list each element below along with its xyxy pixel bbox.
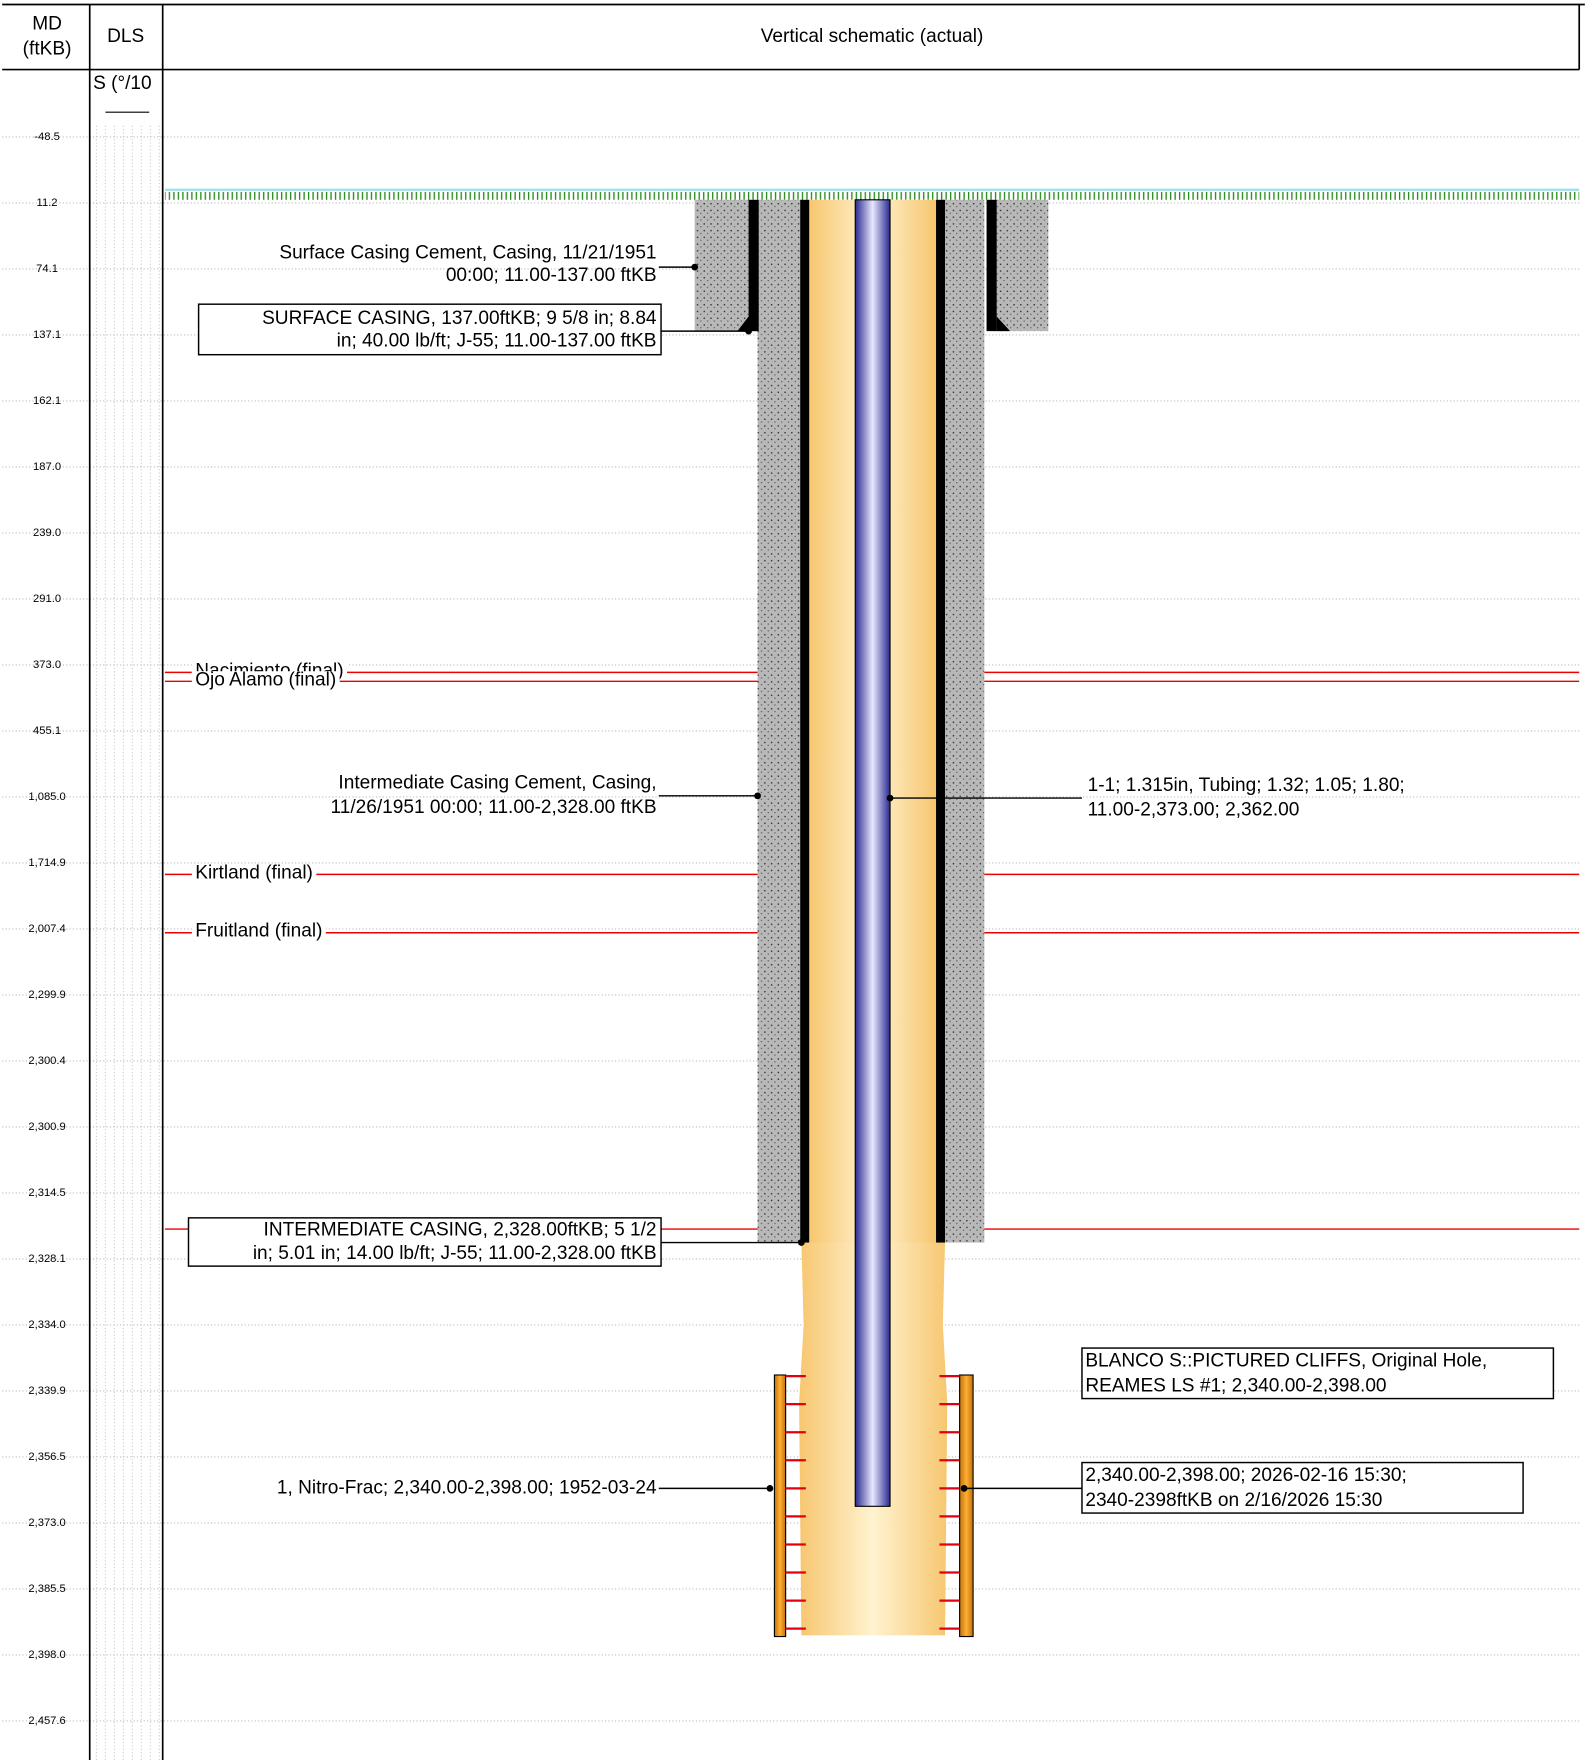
- depth-label: -48.5: [34, 131, 60, 143]
- annotation: Surface Casing Cement, Casing, 11/21/195…: [279, 243, 656, 264]
- ground: [164, 191, 1580, 200]
- annotations: Surface Casing Cement, Casing, 11/21/195…: [253, 243, 1487, 1511]
- depth-label: 2,339.9: [28, 1385, 65, 1397]
- depth-label: 162.1: [33, 395, 61, 407]
- formation-label: Ojo Alamo (final): [195, 669, 336, 690]
- depth-label: 291.0: [33, 593, 61, 605]
- depth-label: 137.1: [33, 329, 61, 341]
- header-dls: DLS: [107, 26, 144, 47]
- cement: [757, 199, 803, 1243]
- depth-label: 74.1: [36, 263, 58, 275]
- annotation: in; 40.00 lb/ft; J-55; 11.00-137.00 ftKB: [337, 330, 657, 351]
- annotation: REAMES LS #1; 2,340.00-2,398.00: [1085, 1375, 1386, 1396]
- annotation: BLANCO S::PICTURED CLIFFS, Original Hole…: [1085, 1351, 1487, 1372]
- label-bg: [191, 671, 340, 692]
- depth-label: 239.0: [33, 527, 61, 539]
- annotation: 1, Nitro-Frac; 2,340.00-2,398.00; 1952-0…: [277, 1477, 657, 1498]
- depth-label: 2,299.9: [28, 989, 65, 1001]
- depth-label: 2,300.9: [28, 1121, 65, 1133]
- annotation: SURFACE CASING, 137.00ftKB; 9 5/8 in; 8.…: [262, 308, 657, 329]
- depth-label: 1,085.0: [28, 791, 65, 803]
- annotation: 1-1; 1.315in, Tubing; 1.32; 1.05; 1.80;: [1088, 775, 1405, 796]
- leader-dots: [691, 263, 968, 1492]
- depth-label: 455.1: [33, 725, 61, 737]
- header-title: Vertical schematic (actual): [761, 26, 984, 47]
- annotation: 2340-2398ftKB on 2/16/2026 15:30: [1085, 1490, 1382, 1511]
- formation-label: Fruitland (final): [195, 921, 322, 942]
- depth-label: 2,373.0: [28, 1517, 65, 1529]
- depth-label: 187.0: [33, 461, 61, 473]
- depth-label: 2,328.1: [28, 1253, 65, 1265]
- annotation: 11/26/1951 00:00; 11.00-2,328.00 ftKB: [331, 797, 657, 818]
- cement: [694, 199, 752, 332]
- formations: Nacimiento (final)Ojo Alamo (final)Kirtl…: [164, 660, 1580, 943]
- depth-label: 2,300.4: [28, 1055, 65, 1067]
- frame: [2, 3, 1585, 1760]
- perf-shots: [785, 1375, 960, 1630]
- header-md: (ftKB): [23, 38, 72, 59]
- annotation: in; 5.01 in; 14.00 lb/ft; J-55; 11.00-2,…: [253, 1243, 657, 1264]
- label-boxes: [187, 303, 1555, 1514]
- formation-label: Kirtland (final): [195, 862, 313, 883]
- depth-label: 2,007.4: [28, 923, 65, 935]
- depth-label: 11.2: [37, 197, 58, 209]
- surface-casing: [986, 199, 997, 332]
- depth-label: 1,714.9: [28, 857, 65, 869]
- tubing: [854, 199, 891, 1507]
- leaders: [658, 266, 1082, 1490]
- annotation: 2,340.00-2,398.00; 2026-02-16 15:30;: [1085, 1465, 1406, 1486]
- label-bg: [191, 922, 326, 943]
- depth-label: 2,398.0: [28, 1649, 65, 1661]
- perforation: [959, 1374, 974, 1638]
- depth-label: 2,457.6: [28, 1715, 65, 1727]
- cement: [994, 199, 1049, 332]
- cement: [942, 199, 985, 1243]
- depth-label: 2,385.5: [28, 1583, 65, 1595]
- annotation: 00:00; 11.00-137.00 ftKB: [446, 265, 657, 286]
- header-md: MD: [32, 14, 62, 35]
- annotation: INTERMEDIATE CASING, 2,328.00ftKB; 5 1/2: [264, 1219, 657, 1240]
- intermediate-casing: [936, 199, 946, 1243]
- annotation: 11.00-2,373.00; 2,362.00: [1088, 799, 1300, 820]
- dls-subheader: S (°/10: [93, 73, 152, 94]
- label-bg: [191, 864, 317, 885]
- depth-label: 2,356.5: [28, 1451, 65, 1463]
- depth-label: 373.0: [33, 659, 61, 671]
- perforation: [773, 1374, 787, 1638]
- intermediate-casing: [800, 199, 810, 1243]
- surface-casing: [748, 199, 759, 332]
- depth-label: 2,314.5: [28, 1187, 65, 1199]
- depth-label: 2,334.0: [28, 1319, 65, 1331]
- annotation: Intermediate Casing Cement, Casing,: [338, 773, 656, 794]
